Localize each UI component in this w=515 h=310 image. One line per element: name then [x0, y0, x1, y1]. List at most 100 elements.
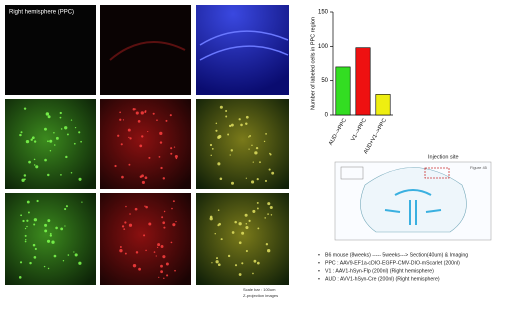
cell	[43, 265, 46, 268]
cell	[238, 273, 242, 276]
micrograph-grid: Right hemisphere (PPC)	[5, 5, 289, 285]
cell	[51, 240, 55, 244]
injection-box	[424, 167, 450, 179]
cell	[59, 116, 62, 119]
cell	[53, 132, 55, 134]
cell	[259, 161, 261, 164]
cell	[53, 144, 56, 146]
cell	[241, 231, 245, 235]
cell	[211, 147, 214, 150]
cell	[33, 256, 37, 259]
cell	[33, 164, 36, 166]
bullet: •	[318, 260, 320, 266]
cell	[267, 213, 269, 215]
cell	[217, 209, 220, 211]
cell	[132, 263, 137, 268]
cell	[155, 255, 157, 257]
cell	[139, 144, 143, 148]
cell	[31, 136, 35, 140]
method-item: PPC : AAV9-EF1a-cDIO-EGFP-CMV-DIO-mScarl…	[325, 260, 460, 266]
cell	[119, 249, 123, 253]
cell	[60, 227, 64, 231]
cell	[256, 261, 260, 265]
cell	[125, 205, 127, 208]
cell	[74, 127, 77, 129]
cell	[248, 136, 250, 138]
cell	[55, 136, 59, 140]
cell	[171, 207, 173, 210]
cell	[209, 143, 213, 147]
cell	[23, 174, 27, 177]
cell	[33, 158, 36, 161]
cell	[238, 222, 242, 226]
cell	[122, 119, 125, 121]
cell	[225, 115, 228, 118]
cell	[33, 223, 36, 226]
ventricles	[384, 189, 442, 225]
cell	[217, 162, 221, 166]
cell	[55, 226, 58, 230]
cell	[59, 111, 62, 115]
cell	[256, 201, 259, 204]
cell	[245, 225, 249, 230]
bullet: •	[318, 252, 320, 258]
cell	[26, 219, 29, 222]
cell	[234, 220, 237, 224]
image-note: Scale bar : 100um	[243, 287, 276, 292]
y-tick-label: 100	[318, 44, 329, 50]
panel-title: Right hemisphere (PPC)	[9, 10, 74, 16]
cell	[47, 219, 51, 223]
cell	[267, 202, 271, 206]
cell	[28, 160, 31, 164]
cell	[24, 178, 26, 181]
cell	[265, 243, 269, 246]
cell	[241, 262, 244, 265]
cell	[152, 112, 155, 115]
cell	[47, 267, 50, 270]
cell	[134, 207, 138, 211]
cell	[22, 219, 25, 223]
cell	[127, 128, 131, 132]
cell	[129, 137, 132, 140]
x-tick-label: V1-->PPC	[350, 118, 368, 143]
cell	[170, 147, 173, 150]
micrograph	[100, 193, 191, 285]
cell	[170, 241, 173, 244]
cell	[19, 261, 23, 264]
cell	[19, 133, 22, 137]
cell	[269, 152, 271, 155]
dapi-layer	[199, 30, 289, 61]
cell	[219, 105, 223, 109]
cell	[49, 232, 52, 235]
cell	[32, 243, 36, 247]
cell	[26, 225, 28, 228]
cell	[64, 225, 66, 227]
micrograph	[100, 99, 191, 189]
cell	[209, 217, 213, 221]
cell	[44, 127, 47, 131]
cell	[21, 178, 25, 182]
cell	[24, 240, 27, 243]
cell	[35, 165, 39, 169]
cell	[214, 232, 216, 235]
cell	[172, 223, 176, 227]
cell	[159, 141, 163, 144]
cell	[267, 249, 271, 253]
cell	[269, 205, 273, 209]
cell	[78, 131, 81, 134]
cell	[174, 155, 178, 159]
image-note: Z-projection images	[243, 293, 278, 298]
cell	[60, 128, 63, 130]
cell	[229, 154, 231, 156]
cell	[227, 133, 230, 136]
cell	[175, 220, 177, 223]
cell	[81, 201, 83, 203]
bar	[355, 47, 371, 116]
inset	[340, 166, 364, 180]
atlas-figure: Figure 45	[470, 165, 488, 170]
cell	[271, 171, 275, 175]
cell	[148, 156, 151, 159]
cell	[249, 134, 252, 137]
cell	[218, 222, 221, 226]
